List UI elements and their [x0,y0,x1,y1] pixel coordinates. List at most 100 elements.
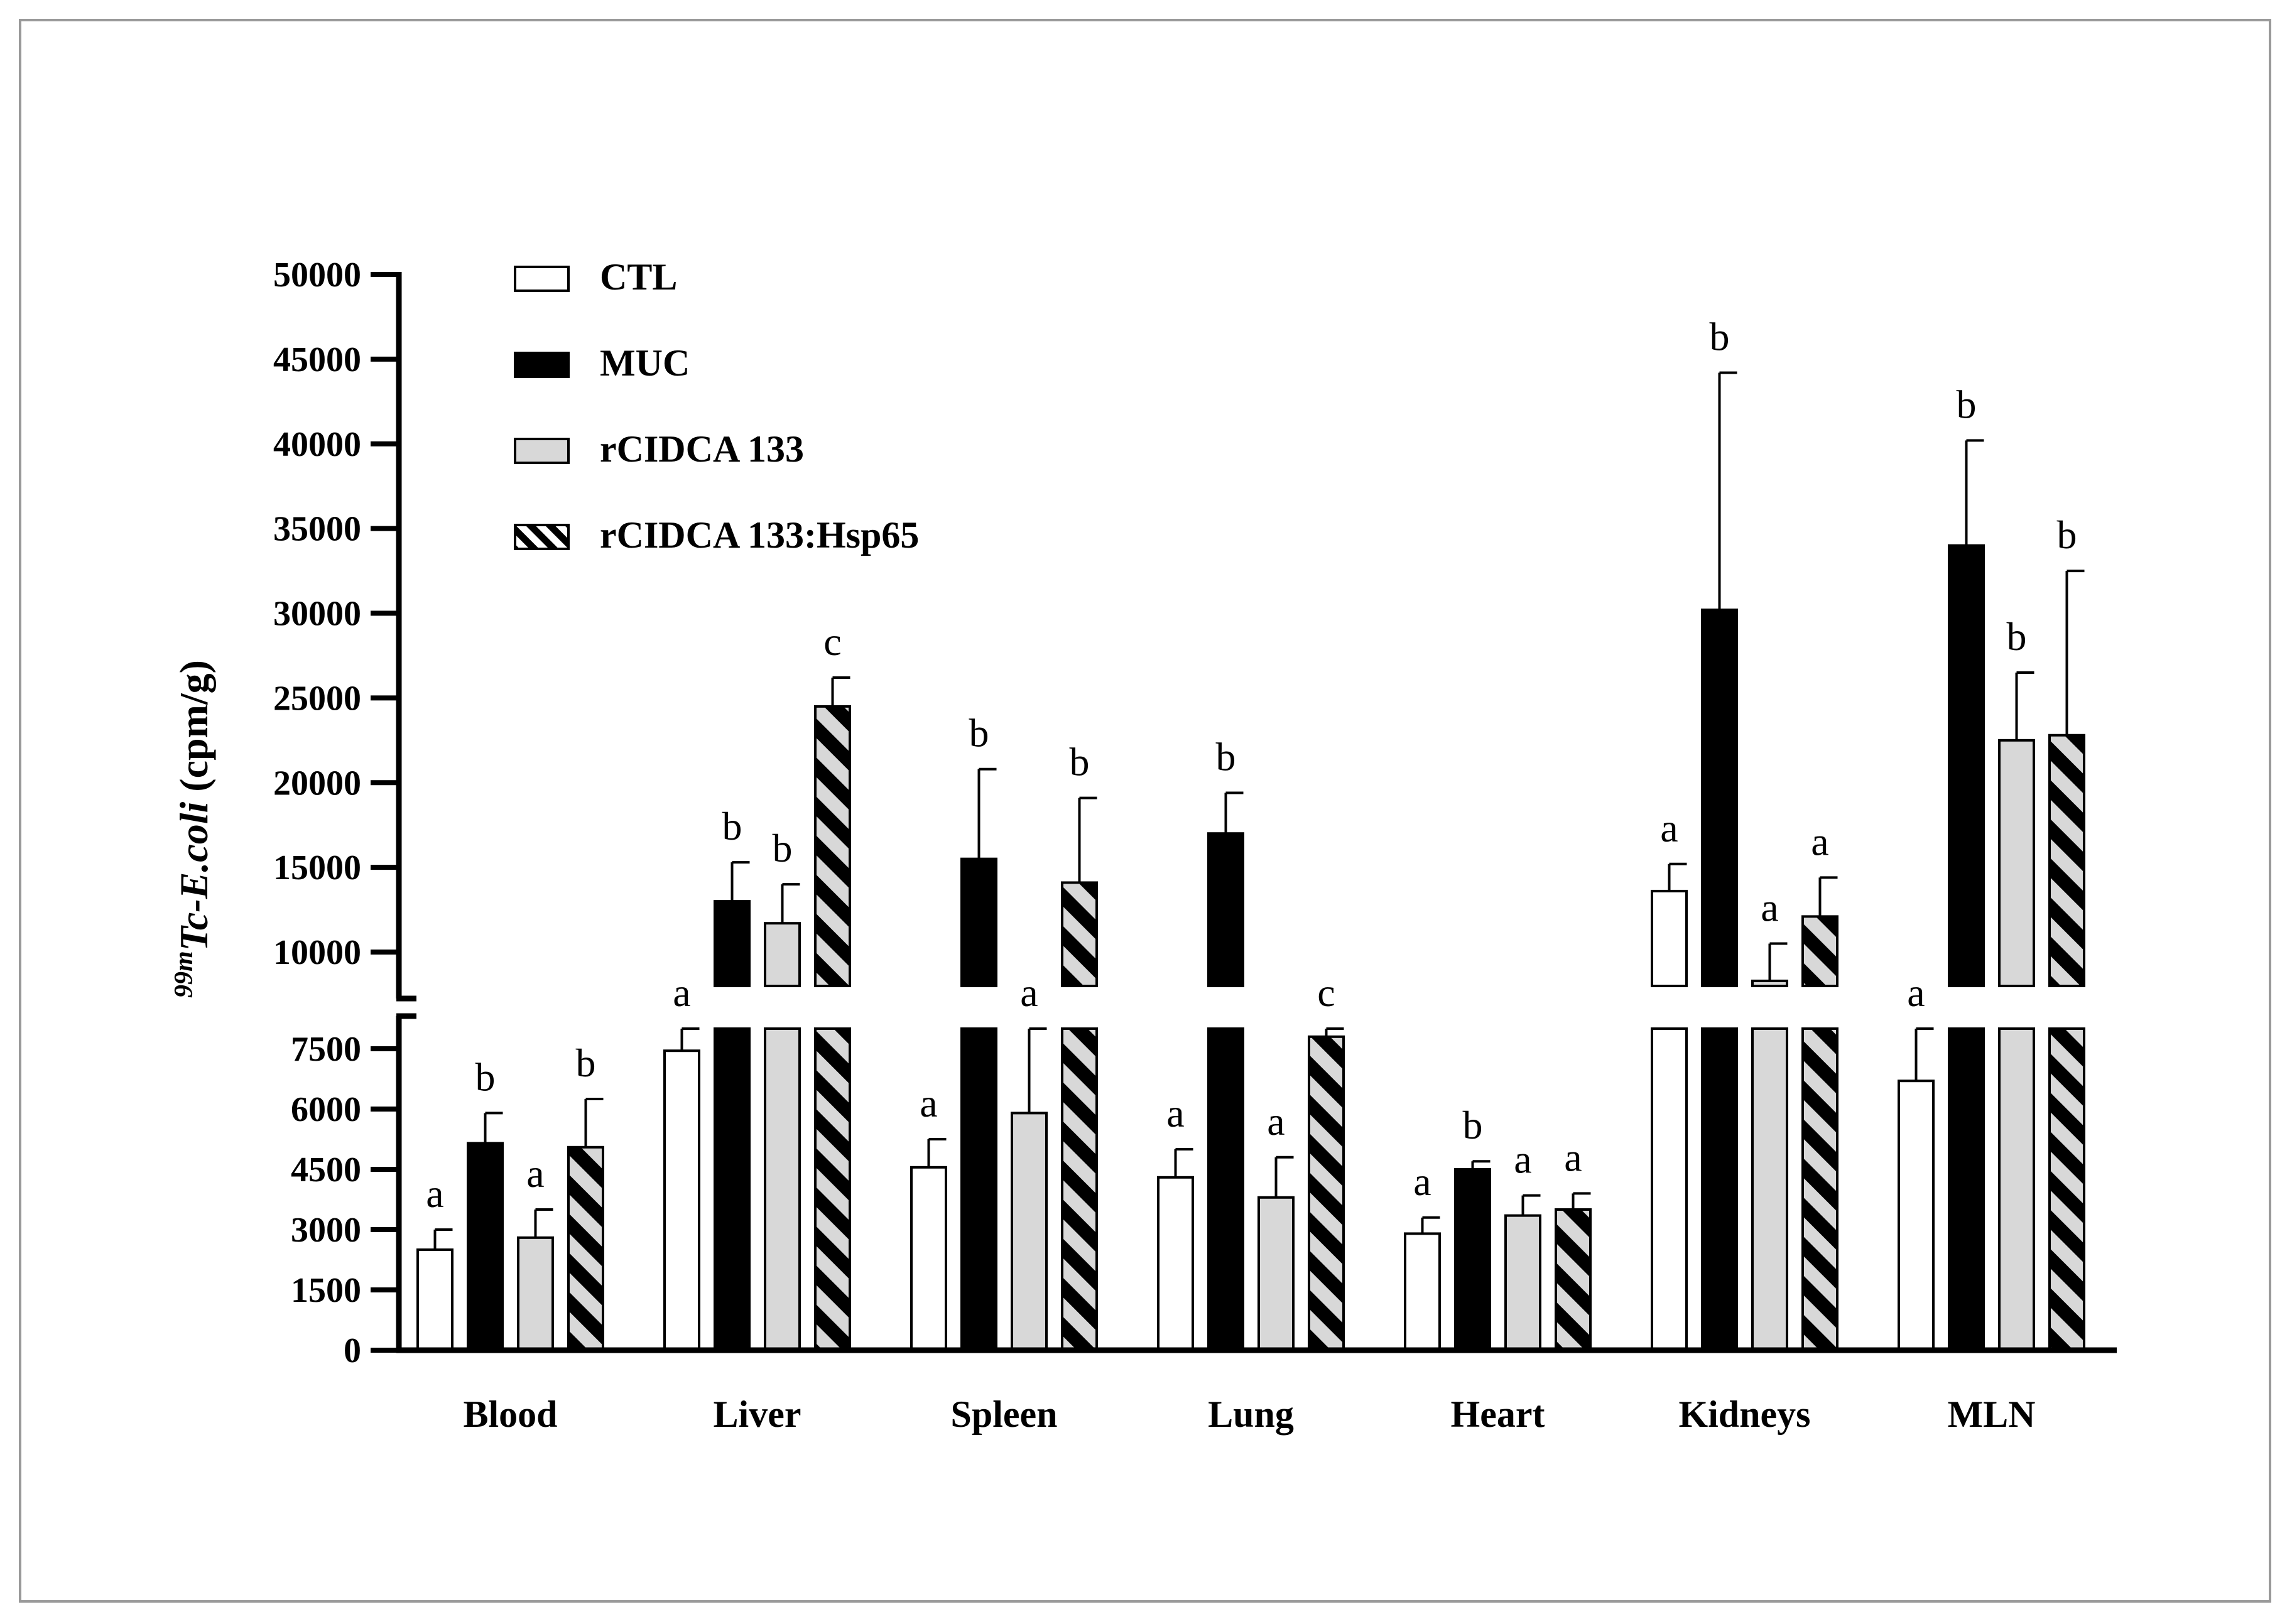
legend-swatch [514,352,570,378]
y-axis: 0 1500 3000 4500 6000 7500 10000 15000 20000 2500… [273,256,416,1370]
significance-letter: b [475,1054,496,1099]
bar [663,1049,700,1351]
significance-letter: a [1660,806,1678,850]
significance-letter: b [2057,512,2077,557]
significance-letter: b [1070,740,1090,784]
bar [1555,1208,1592,1351]
bar [517,1236,554,1352]
bar [1701,609,1738,987]
svg-text:99mTc-E.coli (cpm/g): 99mTc-E.coli (cpm/g) [170,660,216,998]
significance-letter: a [1514,1137,1531,1182]
y-tick-label: 0 [344,1331,361,1370]
y-tick-label: 7500 [291,1030,361,1069]
significance-letter: a [1413,1159,1431,1204]
x-tick-label: Spleen [950,1394,1057,1435]
bar [1207,1027,1244,1351]
y-tick-label: 10000 [273,933,361,972]
bar [960,857,997,988]
y-tick-label: 1500 [291,1271,361,1310]
significance-letter: b [1463,1103,1483,1147]
bar [1948,544,1985,987]
significance-letter: a [426,1171,443,1216]
figure-frame [19,19,2271,1603]
bar [1454,1168,1491,1351]
y-axis-label: 99mTc-E.coli (cpm/g) [170,660,216,998]
bar [1751,979,1788,987]
significance-letter: b [576,1041,596,1085]
x-tick-label: Lung [1208,1394,1294,1435]
bar [1898,1080,1935,1351]
bar [2048,1027,2085,1351]
y-tick-label: 25000 [273,679,361,718]
legend-label: CTL [600,256,677,298]
bar [1308,1035,1345,1352]
legend-item: MUC [514,342,690,384]
legend-swatch [514,524,570,550]
bar [1651,889,1688,988]
y-tick-label: 50000 [273,256,361,295]
significance-letter: a [1267,1099,1284,1144]
significance-letter: b [1216,734,1236,779]
significance-letter: a [1166,1091,1184,1135]
significance-letter: a [673,970,690,1015]
bar [1257,1196,1295,1352]
y-label-italic: Tc-E.coli [171,802,216,951]
bar [2048,734,2085,988]
significance-letter: b [2007,614,2027,659]
bar [467,1142,504,1352]
bar [1801,1027,1838,1351]
bar [1948,1027,1985,1351]
x-axis: Blood Liver Spleen Lung Heart Kidneys MLN [396,1347,2117,1435]
x-tick-label: MLN [1948,1394,2036,1435]
significance-letter: b [969,711,989,755]
y-tick-label: 45000 [273,340,361,379]
significance-letter: a [920,1081,937,1125]
significance-letter: a [1811,819,1828,863]
bar [714,1027,751,1351]
legend-swatch [514,438,570,464]
y-tick-label: 3000 [291,1211,361,1250]
y-tick-label: 6000 [291,1090,361,1129]
bar [764,1027,801,1351]
bar [1207,832,1244,987]
category-group-heart: aba a [1404,1103,1592,1352]
bar [960,1027,997,1351]
category-group-spleen: a b a b [910,711,1098,1352]
bar [814,1027,851,1351]
bar [1504,1214,1541,1351]
significance-letter: a [526,1151,544,1196]
y-tick-label: 35000 [273,510,361,549]
bar [567,1145,604,1352]
legend-item: CTL [514,256,677,298]
category-group-lung: a b a c [1157,734,1345,1352]
category-group-blood: a b a b [416,1041,604,1352]
legend-item: rCIDCA 133 [514,428,804,470]
significance-letter: b [1957,382,1977,426]
bar [1998,1027,2035,1351]
significance-letter: b [773,826,793,870]
legend: CTL MUC rCIDCA 133 rCIDCA 133:Hsp65 [514,256,919,556]
significance-letter: b [1710,314,1730,359]
category-group-mln: a b b b [1898,382,2085,1351]
bar [1998,739,2035,987]
significance-letter: a [1020,970,1038,1015]
x-tick-label: Heart [1451,1394,1545,1435]
bar [1751,1027,1788,1351]
x-tick-label: Kidneys [1678,1394,1810,1435]
significance-letter: b [722,804,742,848]
y-tick-label: 15000 [273,848,361,887]
significance-letter: c [1317,970,1335,1015]
bar [1801,915,1838,987]
y-tick-label: 30000 [273,595,361,634]
legend-label: MUC [600,342,690,384]
bar [1061,1027,1098,1351]
significance-letter: a [1907,970,1925,1015]
bar [714,900,751,987]
bar [1701,1027,1738,1351]
x-tick-label: Blood [463,1394,557,1435]
significance-letter: a [1761,885,1778,930]
bar [416,1248,454,1351]
